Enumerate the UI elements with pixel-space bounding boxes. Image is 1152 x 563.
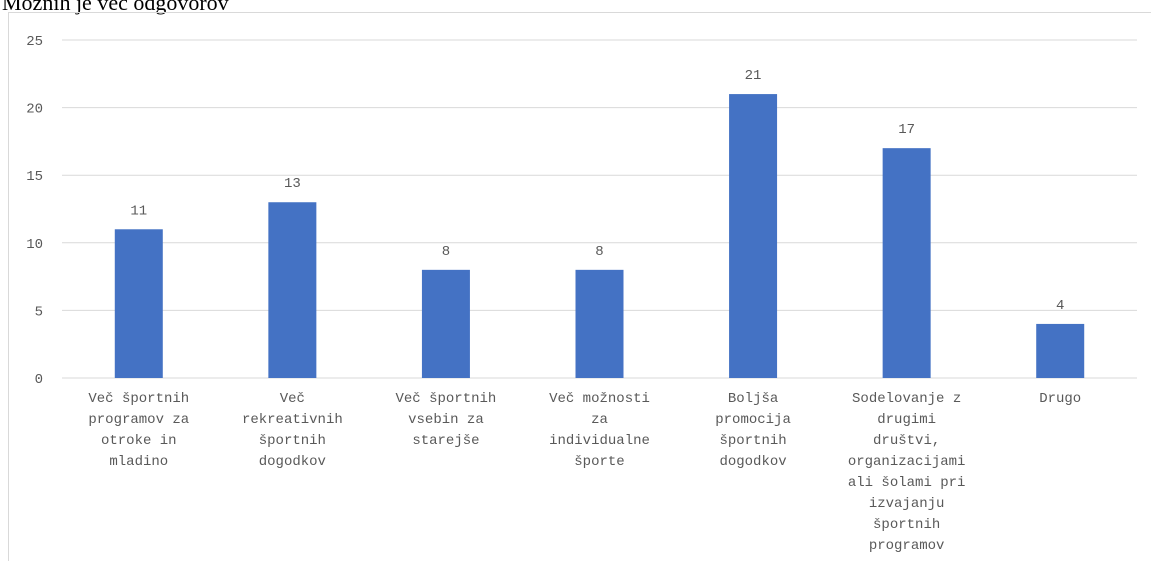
- bar: [1036, 323, 1085, 378]
- data-label: 13: [284, 176, 301, 192]
- bar: [882, 148, 931, 378]
- data-label: 8: [442, 244, 450, 260]
- y-tick-label: 5: [35, 304, 43, 320]
- data-label: 11: [130, 203, 147, 219]
- category-label: Boljša promocija športnih dogodkov: [715, 391, 791, 470]
- category-label: Več rekreativnih športnih dogodkov: [242, 391, 343, 470]
- y-tick-label: 15: [26, 169, 43, 185]
- y-tick-label: 0: [35, 372, 43, 388]
- category-labels: Več športnih programov za otroke in mladino…: [88, 391, 1081, 554]
- data-label: 4: [1056, 298, 1064, 314]
- data-label: 8: [595, 244, 603, 260]
- category-label: Več možnosti za individualne športe: [549, 391, 650, 470]
- category-label: Več športnih programov za otroke in mladino: [88, 391, 189, 470]
- bar: [268, 202, 317, 378]
- data-label: 21: [745, 68, 762, 84]
- data-label: 17: [898, 122, 915, 138]
- bars: [114, 94, 1085, 378]
- data-labels: 11 13 8 8 21 17 4: [130, 68, 1064, 314]
- bar: [421, 269, 470, 378]
- category-label: Sodelovanje z drugimi društvi, organizacija…: [848, 391, 966, 554]
- category-label: Več športnih vsebin za starejše: [396, 391, 497, 449]
- y-tick-label: 20: [26, 102, 43, 118]
- bar: [575, 269, 624, 378]
- y-axis-ticks: 0 5 10 15 20 25: [26, 34, 43, 388]
- y-tick-label: 10: [26, 237, 43, 253]
- bar: [729, 94, 778, 378]
- y-tick-label: 25: [26, 34, 43, 50]
- page-title: Možnih je več odgovorov: [2, 0, 229, 15]
- bar: [114, 229, 163, 378]
- category-label: Drugo: [1039, 391, 1081, 407]
- chart-frame: [8, 12, 1151, 561]
